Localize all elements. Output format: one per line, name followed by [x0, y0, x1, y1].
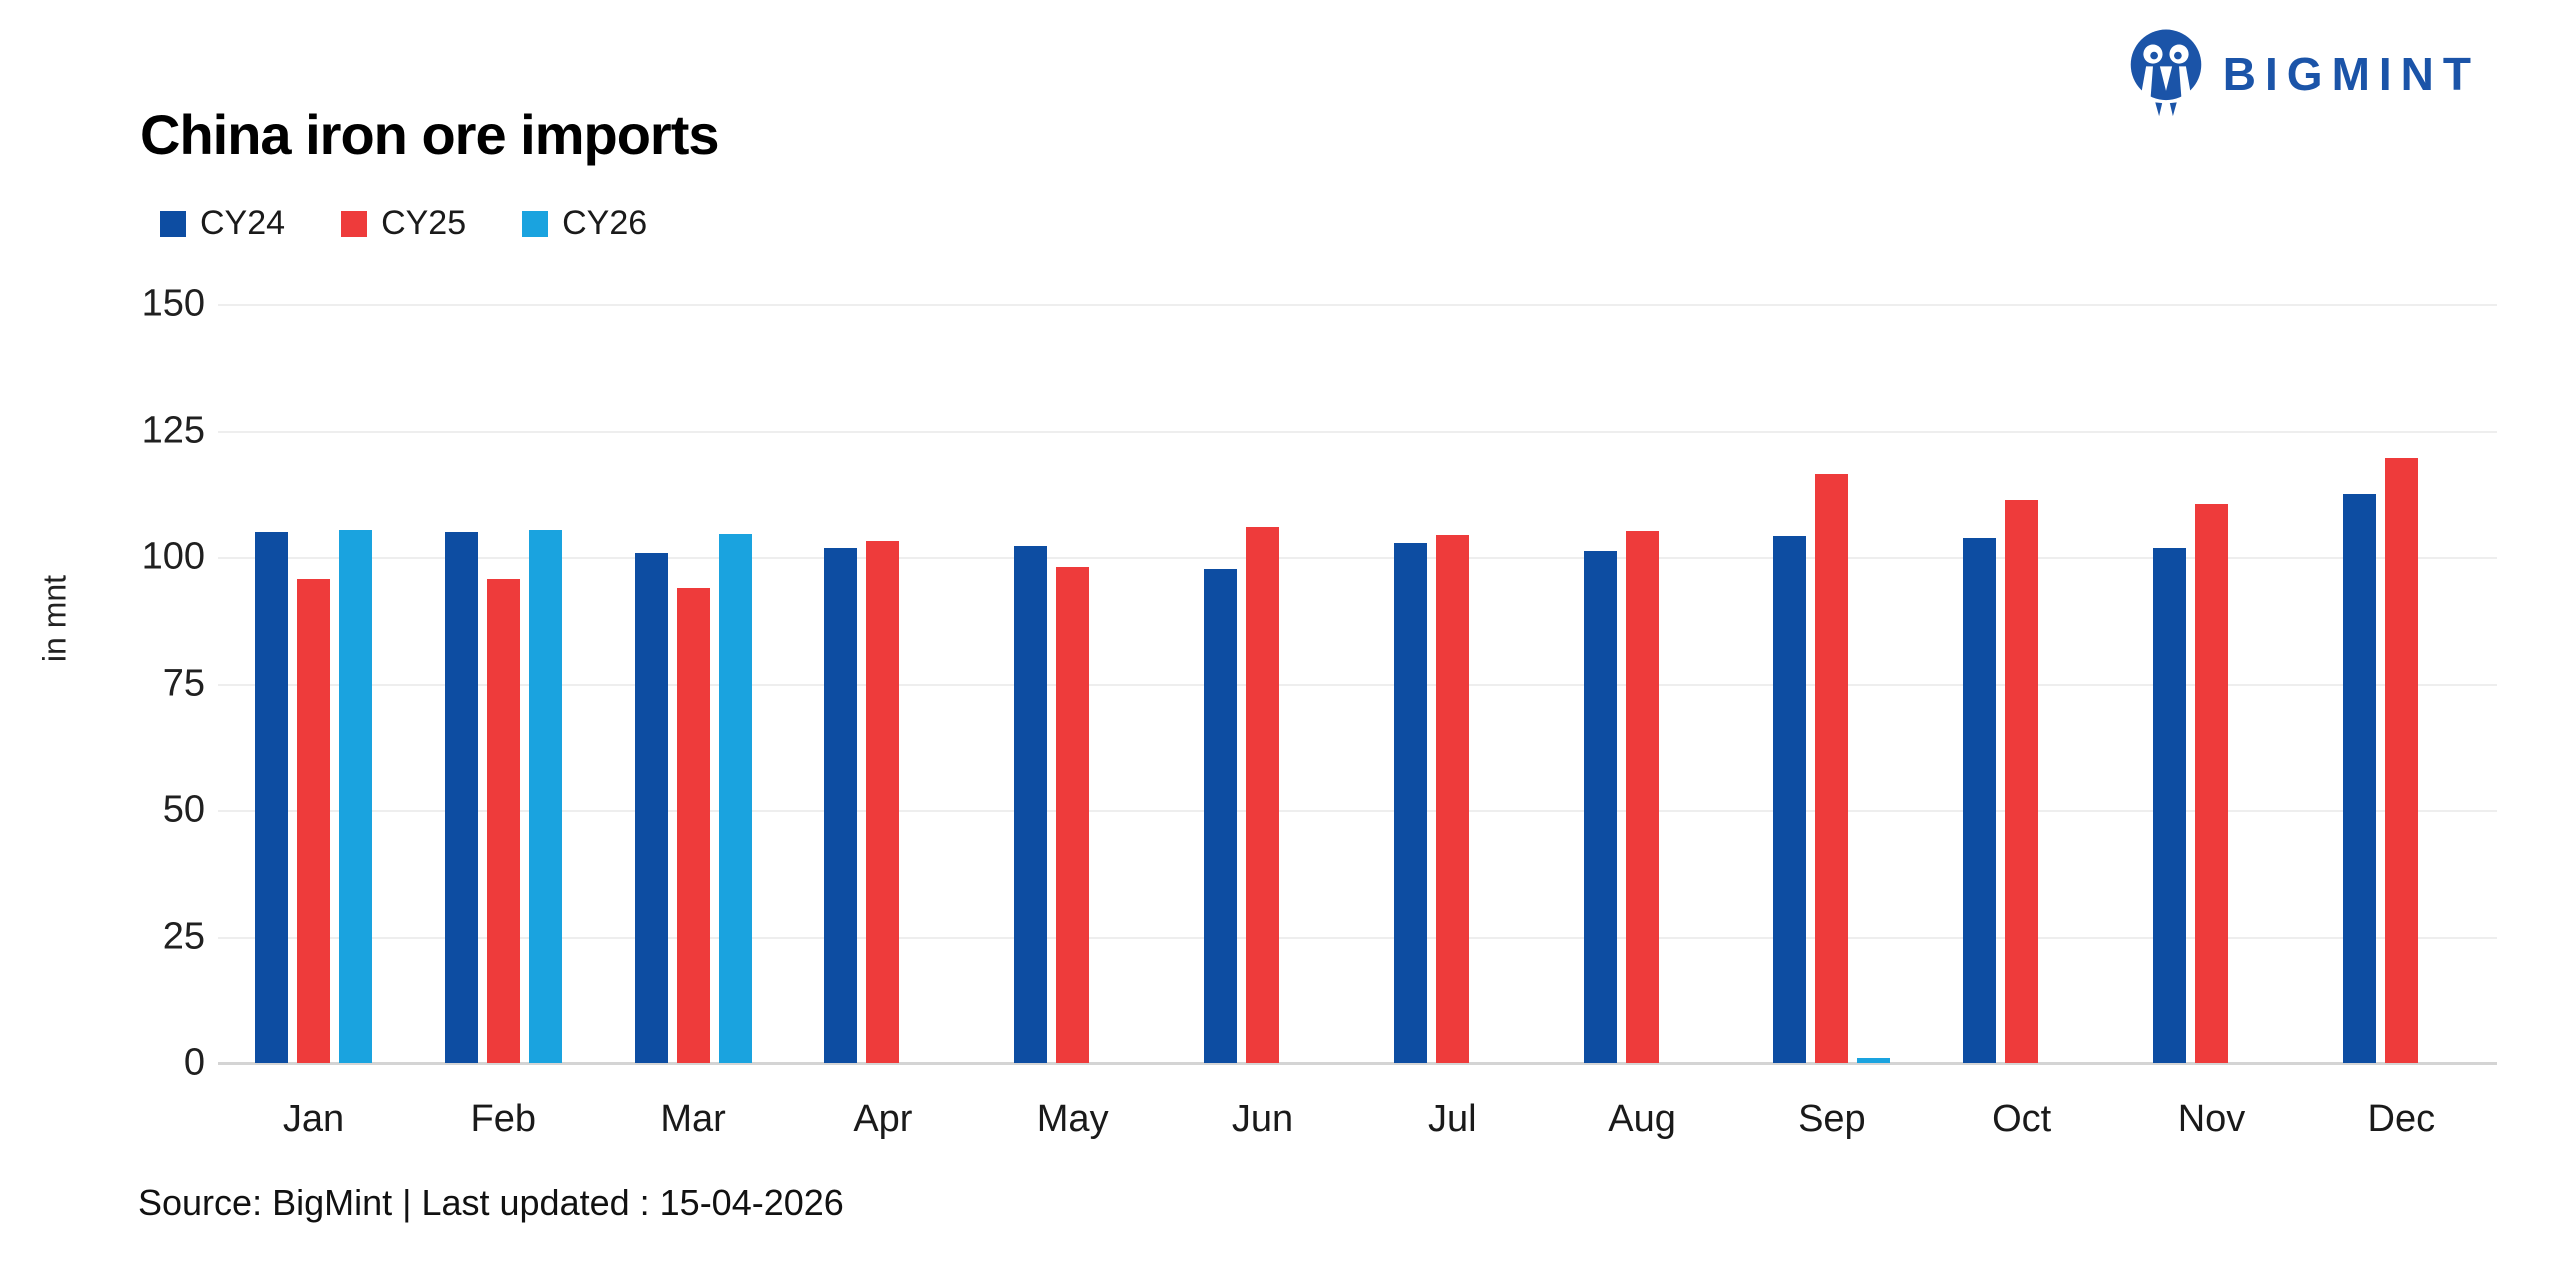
x-tick-label-feb: Feb: [470, 1098, 537, 1140]
bar-apr-cy25: [866, 540, 900, 1063]
x-tick-label-oct: Oct: [1992, 1098, 2052, 1140]
bar-group-dec: [2342, 304, 2418, 1063]
bar-group-aug: [1583, 304, 1659, 1063]
bar-jun-cy24: [1204, 569, 1237, 1063]
bar-group-feb: [444, 304, 562, 1063]
y-tick-label: 125: [141, 409, 205, 451]
legend-item-cy26: CY26: [522, 204, 647, 243]
legend-item-cy24: CY24: [160, 204, 285, 243]
bar-group-oct: [1963, 304, 2039, 1063]
y-tick-label: 50: [162, 788, 205, 831]
bar-group-sep: [1773, 304, 1891, 1063]
y-tick-label: 75: [162, 662, 205, 704]
bigmint-wordmark: BIGMINT: [2222, 48, 2480, 100]
legend-label: CY25: [381, 204, 467, 242]
bar-feb-cy24: [444, 532, 478, 1063]
gridline-150: [218, 304, 2497, 306]
bar-mar-cy24: [634, 553, 668, 1063]
gridline-75: [218, 683, 2497, 686]
y-tick-label: 0: [183, 1041, 205, 1084]
gridline-100: [218, 557, 2497, 559]
bar-may-cy24: [1014, 546, 1048, 1063]
y-tick-label: 150: [141, 282, 205, 325]
chart-title: China iron ore imports: [140, 103, 719, 166]
bar-group-apr: [824, 304, 900, 1063]
source-note: Source: BigMint | Last updated : 15-04-2…: [138, 1182, 844, 1223]
bar-jan-cy24: [255, 532, 288, 1063]
bar-sep-cy26: [1857, 1057, 1891, 1063]
bar-oct-cy25: [2005, 499, 2039, 1063]
legend-swatch-cy26: [522, 210, 549, 237]
x-tick-label-aug: Aug: [1608, 1098, 1676, 1140]
bar-group-mar: [634, 304, 752, 1063]
bar-dec-cy25: [2384, 457, 2418, 1063]
bar-sep-cy24: [1773, 535, 1807, 1063]
x-axis-line: [218, 1062, 2497, 1065]
y-axis-label: in mnt: [36, 574, 73, 663]
bar-aug-cy24: [1583, 551, 1617, 1063]
bar-feb-cy25: [486, 579, 520, 1063]
gridline-50: [218, 810, 2497, 812]
legend-item-cy25: CY25: [341, 204, 466, 243]
bar-jul-cy25: [1435, 535, 1469, 1063]
bar-group-jun: [1204, 304, 1279, 1063]
gridline-125: [218, 430, 2497, 433]
y-tick-label: 25: [162, 915, 205, 957]
bar-jan-cy26: [339, 530, 372, 1063]
plot-area: [218, 304, 2497, 1065]
bar-feb-cy26: [528, 530, 562, 1063]
bar-nov-cy25: [2195, 503, 2228, 1063]
x-tick-label-dec: Dec: [2367, 1098, 2436, 1140]
bar-dec-cy24: [2342, 493, 2376, 1063]
bigmint-logo: BIGMINT: [2127, 28, 2480, 120]
bar-jun-cy25: [1246, 527, 1279, 1063]
legend-label: CY26: [562, 204, 648, 242]
bar-apr-cy24: [824, 547, 858, 1063]
legend-label: CY24: [200, 204, 286, 242]
x-tick-label-jan: Jan: [282, 1098, 345, 1140]
bar-jan-cy25: [297, 579, 330, 1063]
x-tick-label-jul: Jul: [1428, 1098, 1477, 1140]
bar-nov-cy24: [2153, 547, 2186, 1063]
bar-may-cy25: [1056, 566, 1090, 1063]
bigmint-owl-icon: [2130, 29, 2202, 117]
bar-group-may: [1014, 304, 1090, 1063]
legend-swatch-cy25: [341, 210, 368, 237]
gridline-25: [218, 936, 2497, 939]
x-tick-label-jun: Jun: [1231, 1098, 1294, 1140]
x-tick-label-nov: Nov: [2177, 1098, 2246, 1140]
chart-legend: CY24 CY25 CY26: [160, 204, 647, 243]
bar-jul-cy24: [1393, 542, 1427, 1063]
bar-oct-cy24: [1963, 537, 1997, 1063]
bar-mar-cy25: [676, 587, 710, 1063]
bar-sep-cy25: [1815, 474, 1849, 1063]
bar-mar-cy26: [718, 533, 752, 1063]
x-tick-label-mar: Mar: [660, 1098, 726, 1140]
bar-group-nov: [2153, 304, 2228, 1063]
bar-aug-cy25: [1625, 530, 1659, 1063]
y-tick-label: 100: [141, 535, 205, 578]
x-tick-label-may: May: [1036, 1098, 1109, 1140]
legend-swatch-cy24: [160, 210, 186, 237]
bar-group-jan: [255, 304, 372, 1063]
x-tick-label-apr: Apr: [853, 1098, 913, 1140]
x-tick-label-sep: Sep: [1798, 1098, 1866, 1140]
bar-group-jul: [1393, 304, 1469, 1063]
